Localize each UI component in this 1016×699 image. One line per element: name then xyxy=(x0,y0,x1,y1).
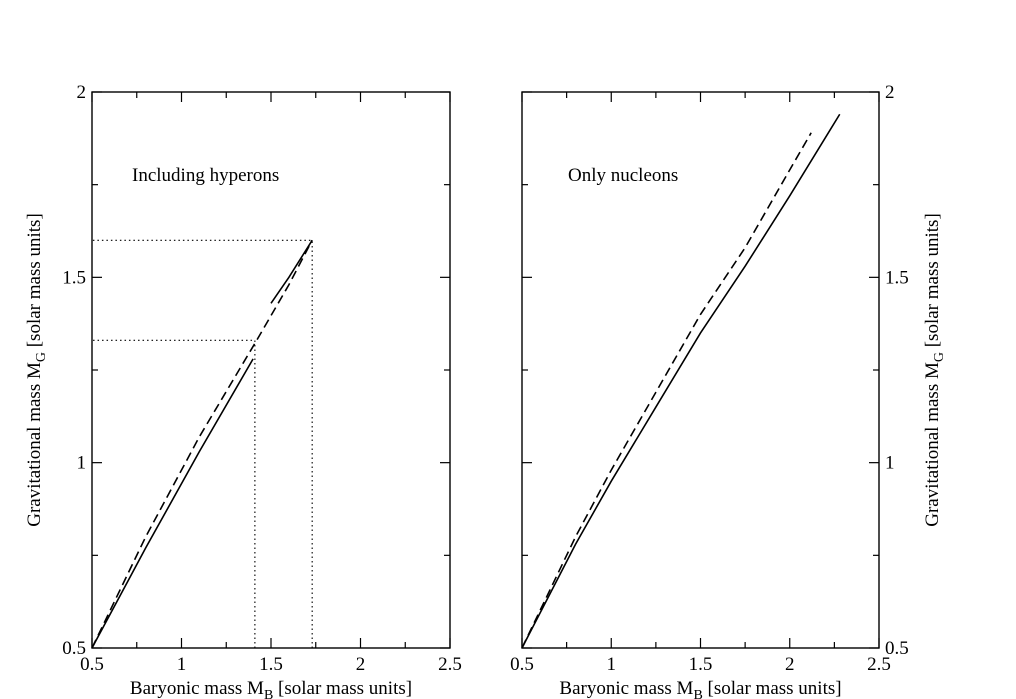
x-tick-label: 0.5 xyxy=(80,654,104,675)
x-tick-label: 1.5 xyxy=(259,654,283,675)
solid-curve-segment-1 xyxy=(521,113,841,649)
x-axis-title: Baryonic mass MB [solar mass units] xyxy=(559,678,841,699)
solid-curve-segment-2 xyxy=(270,239,313,304)
panel-annotation: Including hyperons xyxy=(132,165,279,186)
solid-curve-segment-1 xyxy=(91,358,254,649)
x-tick-label: 1 xyxy=(607,654,617,675)
x-tick-label: 2 xyxy=(785,654,795,675)
panel-1: 0.5 1 1.5 2 2.5 0.5 1 1.5 2 Including hyperons Bar… xyxy=(24,82,462,699)
x-tick-label: 1.5 xyxy=(689,654,713,675)
x-tick-label: 2 xyxy=(356,654,366,675)
dashed-curve-segment-1 xyxy=(91,239,313,649)
x-axis-title: Baryonic mass MB [solar mass units] xyxy=(130,678,412,699)
y-tick-label: 2 xyxy=(77,82,87,103)
guide-line-2 xyxy=(92,239,313,648)
y-tick-label: 0.5 xyxy=(885,638,909,659)
y-tick-label: 2 xyxy=(885,82,895,103)
y-tick-label: 0.5 xyxy=(62,638,86,659)
panel-annotation: Only nucleons xyxy=(568,165,678,186)
y-tick-label: 1 xyxy=(77,453,87,474)
x-tick-label: 1 xyxy=(177,654,187,675)
x-tick-label: 2.5 xyxy=(867,654,891,675)
y-tick-label: 1.5 xyxy=(62,267,86,288)
x-tick-label: 2.5 xyxy=(438,654,462,675)
y-tick-label: 1 xyxy=(885,453,895,474)
y-axis-title: Gravitational mass MG [solar mass units] xyxy=(922,213,947,527)
x-tick-label: 0.5 xyxy=(510,654,534,675)
y-axis-title: Gravitational mass MG [solar mass units] xyxy=(24,213,49,527)
dashed-curve-segment-1 xyxy=(521,132,812,649)
y-tick-label: 1.5 xyxy=(885,267,909,288)
